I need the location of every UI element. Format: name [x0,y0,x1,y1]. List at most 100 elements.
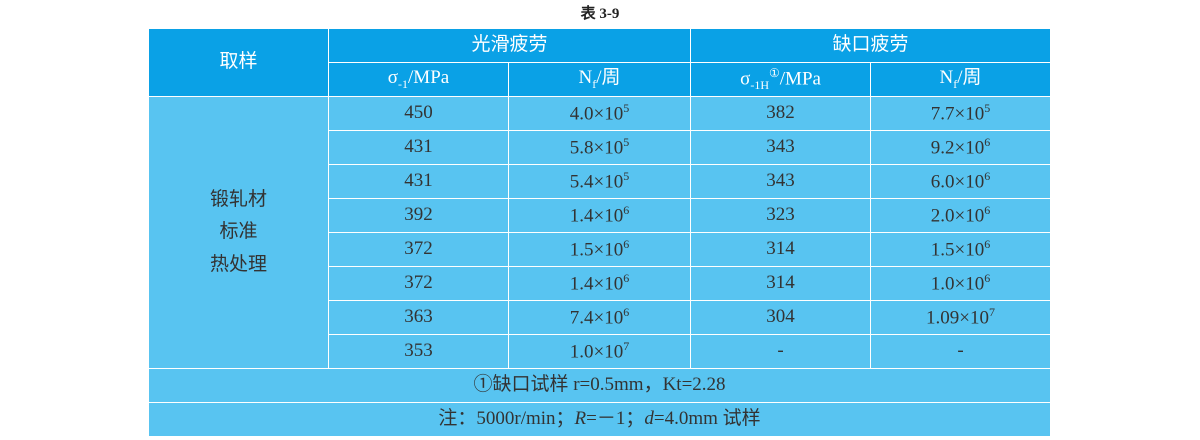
text-segment: f [592,76,597,91]
sample-line: 热处理 [209,253,267,275]
text-segment: 6 [623,202,630,217]
data-cell: 372 [328,266,509,301]
text-segment: d [644,408,654,430]
text-segment: f [953,76,958,91]
data-cell: 392 [328,198,509,233]
data-cell: 431 [328,164,509,199]
text-segment: 372 [404,238,433,260]
text-segment: 6 [623,304,630,319]
data-cell: 314 [690,232,872,267]
data-cell: 7.4×106 [507,300,692,335]
text-segment: ①缺口试样 r=0.5mm，Kt=2.28 [473,374,726,396]
text-segment: 2.0×10 [930,205,985,227]
text-segment: 注：5000r/min； [438,408,575,430]
group-header: 光滑疲劳 [327,28,692,63]
text-segment: 6 [984,134,991,149]
text-segment: 7.4×10 [569,307,624,329]
text-segment: 6 [984,168,991,183]
text-segment: 314 [766,272,795,294]
data-cell: 1.0×106 [870,266,1052,301]
data-cell: 1.5×106 [870,232,1052,267]
text-segment: 6.0×10 [930,171,985,193]
text-segment: /周 [596,67,621,88]
table-row: ①缺口试样 r=0.5mm，Kt=2.28 [147,368,1052,403]
text-segment: σ [740,68,751,90]
table-row: 锻轧材 标准 热处理 450 4.0×105 382 7.7×105 [148,96,1052,369]
text-segment: 7 [989,304,995,319]
text-segment: 450 [404,102,433,124]
data-cell: 353 [328,334,509,369]
text-segment: 1.0×10 [930,273,985,295]
text-segment: 1.4×10 [569,273,624,295]
data-cell: - [870,334,1052,369]
data-cell: 1.4×106 [507,198,692,233]
sample-cell: 锻轧材 标准 热处理 [148,96,329,369]
text-segment: 1.0×10 [569,341,624,363]
text-segment: ① [769,65,780,80]
text-segment: 5 [623,168,630,183]
data-cell: 450 [328,96,509,131]
text-segment: R [574,408,587,430]
group-header: 缺口疲劳 [690,28,1052,63]
text-segment: -1 [398,76,409,91]
table-row: σ-1/MPa Nf/周 σ-1H①/MPa Nf/周 [149,62,1052,97]
sample-line: 锻轧材 [209,189,267,211]
sample-line: 标准 [219,221,258,243]
text-segment: /MPa [779,68,821,90]
data-cell: 6.0×106 [870,164,1052,199]
text-segment: 431 [404,170,433,192]
data-cell: 304 [690,300,872,335]
text-segment: 372 [404,272,433,294]
note-cell: ①缺口试样 r=0.5mm，Kt=2.28 [147,368,1052,403]
note-cell: 注：5000r/min；R=－1；d=4.0mm 试样 [147,402,1052,437]
text-segment: - [777,340,784,362]
text-segment: 7 [623,338,630,353]
text-segment: 5 [623,134,630,149]
header-cell: 取样 [148,28,329,97]
table-row: 372 1.4×106 314 1.0×106 [149,266,1052,301]
text-segment: 353 [404,340,433,362]
text-segment: 6 [623,236,630,251]
text-segment: 6 [984,270,991,285]
text-segment: 7.7×10 [930,103,985,125]
data-cell: 343 [690,164,872,199]
data-cell: 323 [690,198,872,233]
column-header: Nf/周 [870,62,1052,97]
data-cell: 2.0×106 [870,198,1052,233]
data-cell: 7.7×105 [870,96,1052,131]
data-cell: 5.4×105 [507,164,692,199]
text-segment: -1H [750,77,769,92]
table-row: 取样 光滑疲劳 缺口疲劳 [148,28,1052,97]
text-segment: 5 [623,100,630,115]
data-cell: 431 [328,130,509,165]
text-segment: 431 [404,136,433,158]
text-segment: 343 [766,136,795,158]
table-row: 注：5000r/min；R=－1；d=4.0mm 试样 [147,402,1052,437]
table-row: 372 1.5×106 314 1.5×106 [149,232,1052,267]
text-segment: /MPa [408,67,450,88]
data-table: 取样 光滑疲劳 缺口疲劳 σ-1/MPa Nf/周 σ-1H①/MPa Nf/周 锻轧材 标准热… [147,28,1052,437]
text-segment: σ [387,67,399,88]
text-segment: 9.2×10 [930,137,985,159]
table-title: 表 3-9 [580,6,620,22]
text-segment: 6 [984,202,991,217]
text-segment: 304 [766,306,795,328]
text-segment: N [939,67,954,88]
text-segment: =4.0mm 试样 [653,408,761,430]
text-segment: 5 [984,100,991,115]
text-segment: N [578,67,593,88]
data-cell: 314 [690,266,872,301]
text-segment: 1.4×10 [569,205,624,227]
column-header: σ-1H①/MPa [690,62,872,97]
data-cell: 363 [328,300,509,335]
text-segment: 1.5×10 [930,239,985,261]
table-row: 353 1.0×107 - - [149,334,1052,369]
text-segment: 5.4×10 [569,171,624,193]
table-row: 363 7.4×106 304 1.09×107 [149,300,1052,335]
data-cell: 1.4×106 [507,266,692,301]
text-segment: 5.8×10 [569,137,624,159]
text-segment: 1.5×10 [569,239,624,261]
table-row: 392 1.4×106 323 2.0×106 [149,198,1052,233]
data-cell: 4.0×105 [507,96,692,131]
